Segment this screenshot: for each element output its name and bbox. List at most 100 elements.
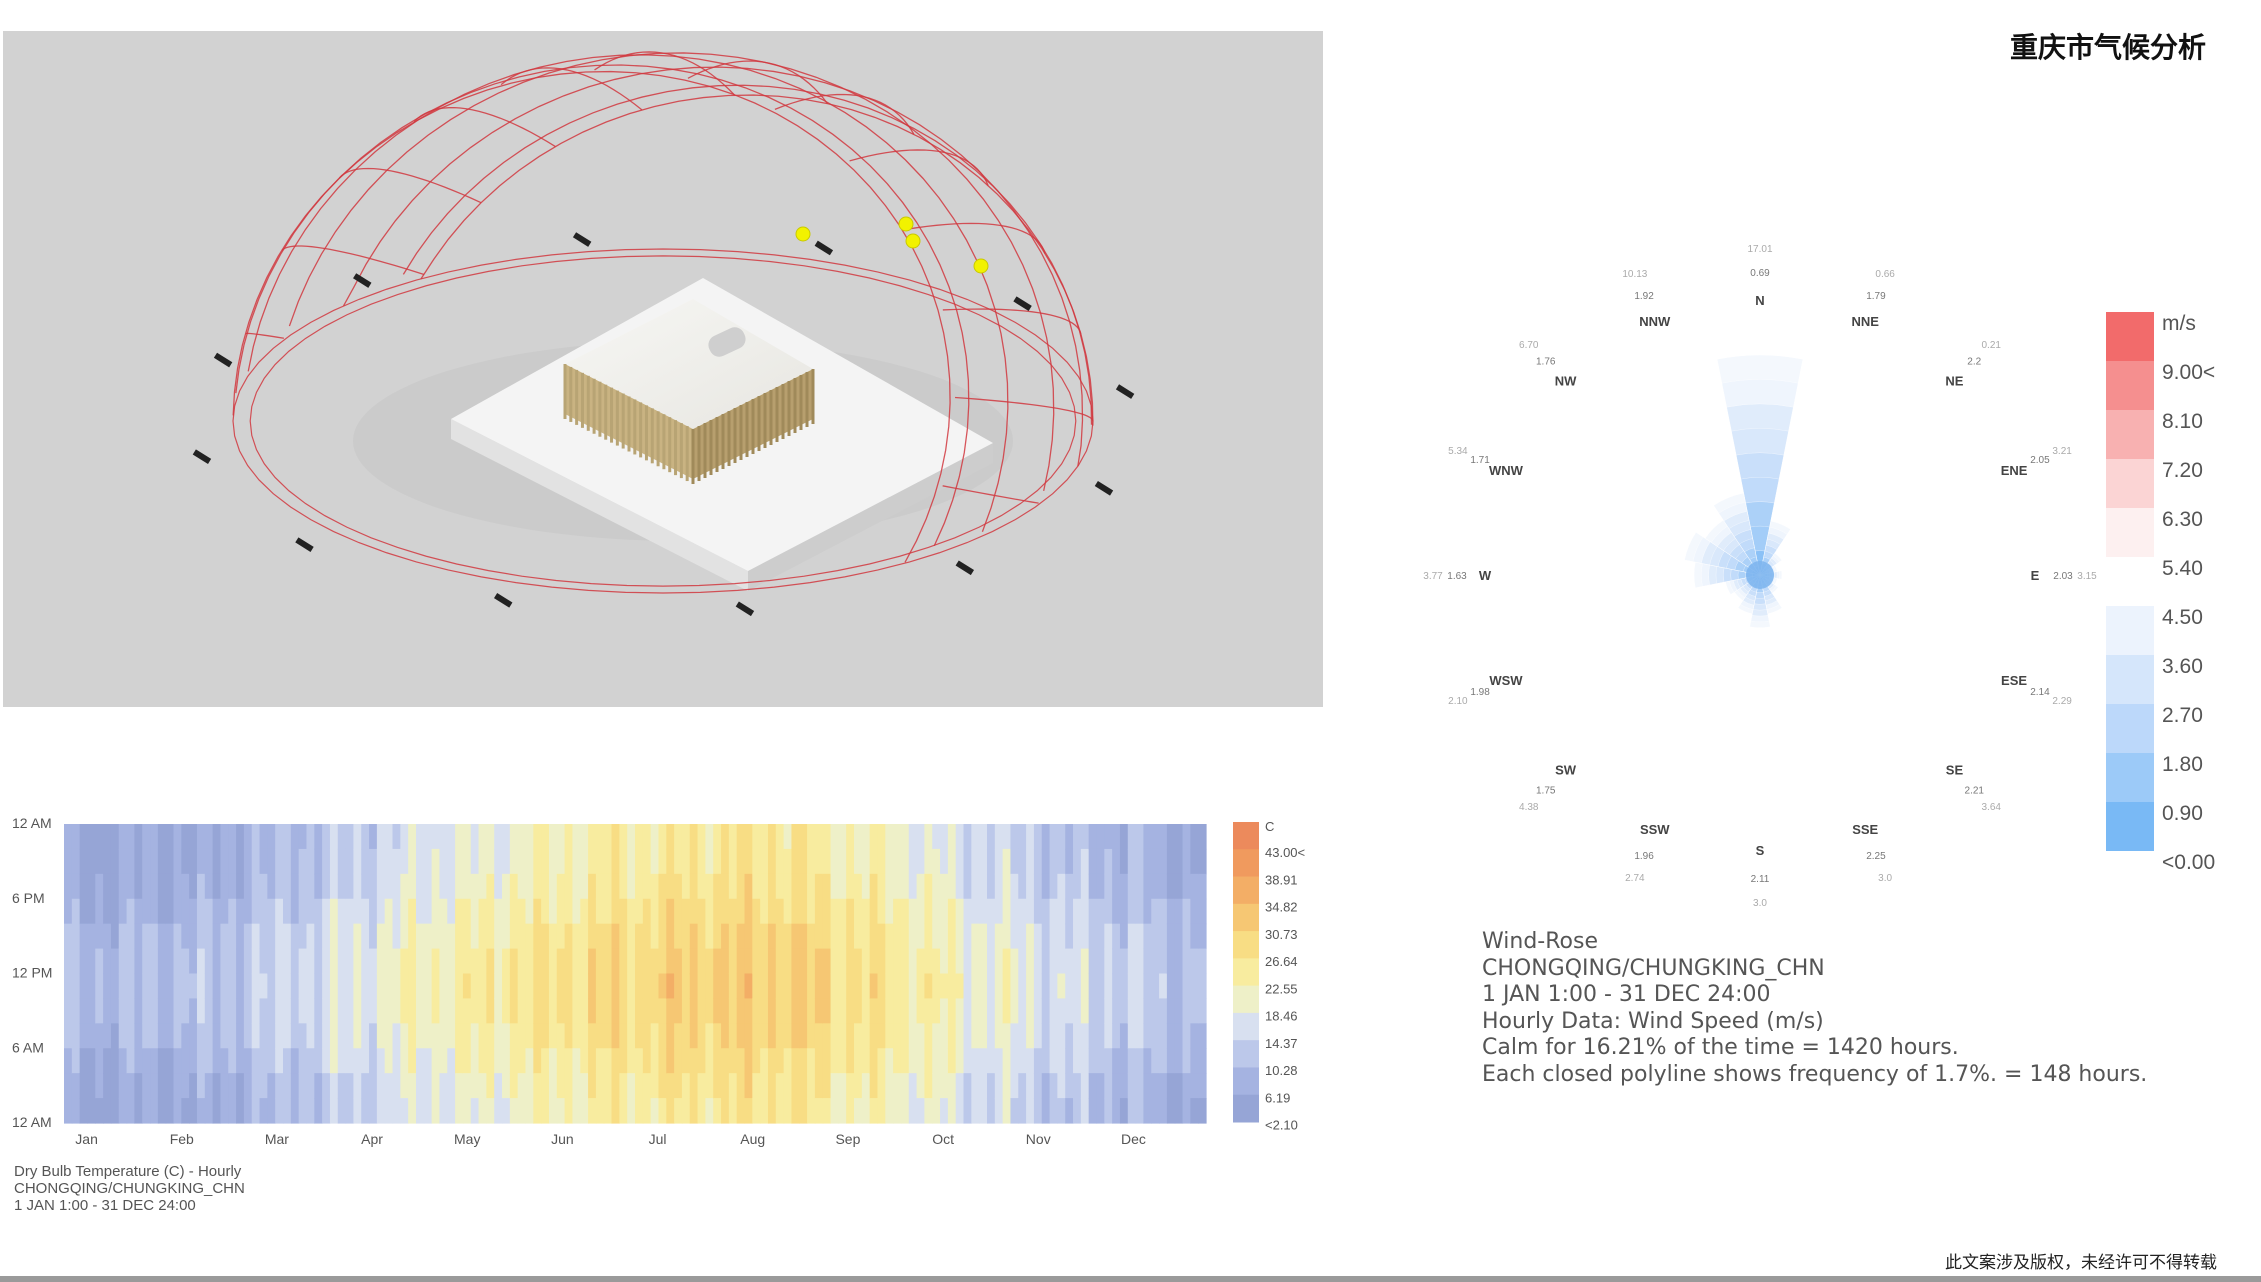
heatmap-cell — [869, 898, 879, 925]
heatmap-cell — [760, 1073, 769, 1099]
heatmap-cell — [1057, 873, 1066, 900]
heatmap-cell — [87, 848, 96, 875]
heatmap-cell — [603, 848, 613, 875]
heatmap-cell — [994, 848, 1004, 875]
heatmap-cell — [916, 948, 926, 975]
heatmap-cell — [455, 973, 464, 1000]
heatmap-cell — [799, 848, 808, 875]
heatmap-cell — [1174, 998, 1184, 1024]
heatmap-cell — [556, 1023, 566, 1049]
heatmap-cell — [1166, 923, 1176, 950]
heatmap-cell — [932, 1073, 941, 1099]
heatmap-cell — [243, 948, 253, 975]
heatmap-cell — [431, 1073, 441, 1099]
heatmap-cell — [103, 873, 112, 900]
heatmap-cell — [1190, 1098, 1199, 1124]
heatmap-cell — [721, 873, 730, 900]
heatmap-cell — [470, 1073, 480, 1099]
heatmap-cell — [846, 873, 855, 900]
heatmap-cell — [1166, 973, 1176, 1000]
heatmap-cell — [681, 923, 691, 950]
heatmap-cell — [290, 923, 300, 950]
heatmap-cell — [791, 873, 800, 900]
heatmap-cell — [173, 848, 182, 875]
heatmap-cell — [259, 998, 268, 1024]
heatmap-cell — [955, 1073, 965, 1099]
heatmap-cell — [1182, 923, 1191, 950]
heatmap-cell — [87, 824, 96, 850]
wind-direction-label: SE — [1946, 762, 1964, 777]
heatmap-cell — [1073, 1073, 1082, 1099]
heatmap-cell — [767, 848, 777, 875]
heatmap-cell — [681, 824, 691, 850]
heatmap-cell — [658, 923, 667, 950]
heatmap-cells — [64, 824, 1207, 1124]
heatmap-cell — [1018, 848, 1027, 875]
heatmap-legend-swatch — [1233, 903, 1259, 932]
heatmap-cell — [705, 848, 714, 875]
heatmap-cell — [916, 898, 926, 925]
hour-line — [942, 308, 1082, 334]
heatmap-cell — [822, 948, 832, 975]
heatmap-cell — [822, 1098, 832, 1124]
heatmap-cell — [1088, 898, 1098, 925]
heatmap-cell — [447, 1048, 456, 1074]
heatmap-cell — [963, 873, 972, 900]
heatmap-cell — [314, 898, 323, 925]
heatmap-cell — [1182, 973, 1191, 1000]
heatmap-cell — [525, 998, 534, 1024]
heatmap-cell — [635, 1048, 644, 1074]
heatmap-cell — [337, 848, 347, 875]
sun-position-marker — [898, 216, 914, 232]
heatmap-cell — [869, 1048, 879, 1074]
wind-direction-label: SW — [1555, 762, 1577, 777]
heatmap-cell — [455, 873, 464, 900]
heatmap-cell — [783, 1098, 793, 1124]
heatmap-cell — [408, 1098, 417, 1124]
heatmap-cell — [1127, 998, 1137, 1024]
heatmap-cell — [181, 1023, 190, 1049]
heatmap-cell — [392, 873, 401, 900]
heatmap-cell — [627, 824, 636, 850]
heatmap-cell — [306, 824, 315, 850]
heatmap-cell — [697, 824, 706, 850]
wind-caption-line: Wind-Rose — [1482, 929, 1598, 954]
heatmap-cell — [502, 1048, 511, 1074]
heatmap-cell — [994, 898, 1004, 925]
heatmap-cell — [204, 848, 214, 875]
heatmap-cell — [236, 923, 245, 950]
heatmap-cell — [275, 923, 284, 950]
heatmap-cell — [1135, 1073, 1145, 1099]
heatmap-cell — [721, 1073, 730, 1099]
heatmap-cell — [877, 1098, 886, 1124]
heatmap-cell — [822, 1048, 832, 1074]
heatmap-cell — [1073, 873, 1082, 900]
heatmap-cell — [1026, 873, 1035, 900]
heatmap-cell — [431, 923, 441, 950]
wind-rose-petals — [1684, 354, 1804, 629]
heatmap-cell — [1166, 1048, 1176, 1074]
heatmap-cell — [87, 1023, 96, 1049]
heatmap-cell — [674, 998, 683, 1024]
heatmap-cell — [267, 873, 276, 900]
heatmap-cell — [885, 848, 894, 875]
heatmap-cell — [228, 998, 237, 1024]
heatmap-cell — [854, 1073, 863, 1099]
heatmap-legend-swatch — [1233, 1040, 1259, 1068]
heatmap-cell — [431, 1098, 441, 1124]
heatmap-cell — [134, 1023, 143, 1049]
heatmap-cell — [619, 998, 628, 1024]
heatmap-cell — [220, 873, 229, 900]
heatmap-cell — [415, 998, 425, 1024]
heatmap-cell — [619, 1098, 628, 1124]
heatmap-cell — [283, 1048, 292, 1074]
heatmap-cell — [611, 1048, 620, 1074]
heatmap-cell — [1096, 1098, 1105, 1124]
heatmap-cell — [1033, 1023, 1043, 1049]
heatmap-cell — [400, 1098, 409, 1124]
wind-direction-label: E — [2031, 568, 2040, 583]
heatmap-cell — [752, 848, 761, 875]
heatmap-cell — [220, 824, 229, 850]
hour-line — [245, 332, 285, 339]
